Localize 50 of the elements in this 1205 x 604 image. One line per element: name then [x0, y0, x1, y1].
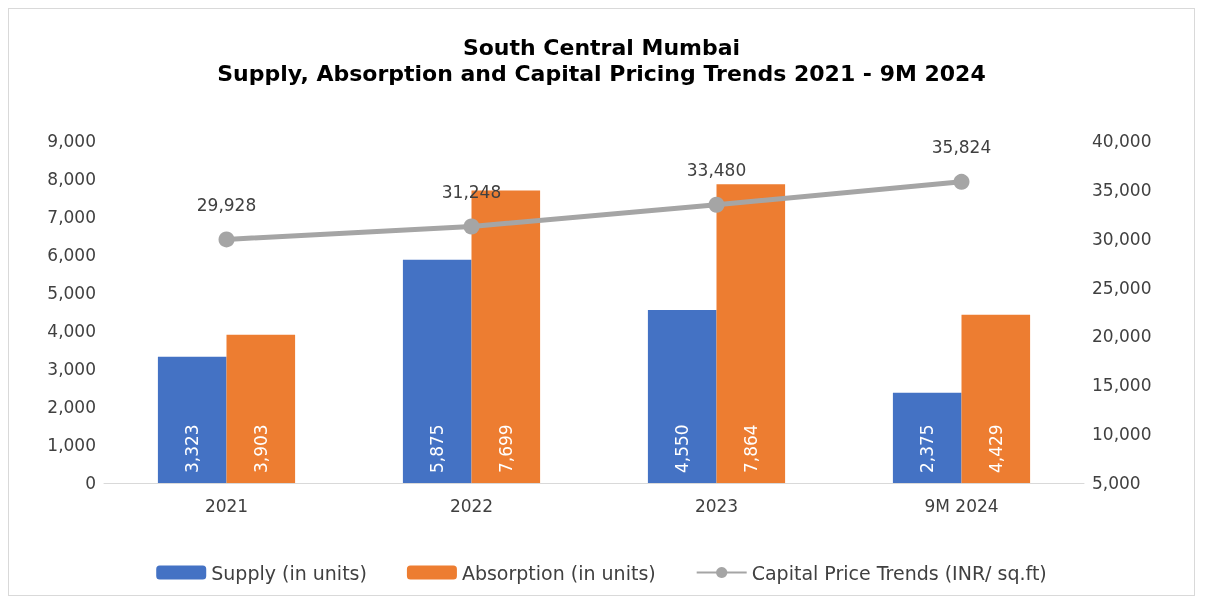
data-label: 7,864: [740, 424, 761, 473]
y-tick-label: 8,000: [47, 169, 96, 189]
y-tick-label: 2,000: [47, 397, 96, 417]
bar: [647, 310, 717, 483]
y-tick-label: 7,000: [47, 207, 96, 227]
y-tick-label: 9,000: [47, 131, 96, 151]
x-tick-label: 2022: [449, 495, 494, 516]
bar: [961, 314, 1031, 483]
legend-label: Capital Price Trends (INR/ sq.ft): [751, 561, 1047, 584]
data-label: 2,375: [917, 424, 938, 473]
y2-tick-label: 25,000: [1092, 277, 1152, 298]
data-label: 31,248: [441, 182, 502, 203]
bar: [716, 184, 786, 483]
chart-subtitle: Supply, Absorption and Capital Pricing Trends 2021 - 9M 2024: [217, 60, 986, 86]
legend-label: Supply (in units): [211, 561, 367, 584]
data-label: 5,875: [427, 424, 448, 473]
point: [953, 173, 970, 190]
bar: [226, 334, 296, 483]
bar: [402, 259, 472, 483]
x-tick-label: 9M 2024: [924, 495, 999, 516]
y-tick-label: 0: [85, 473, 96, 493]
y2-tick-label: 20,000: [1092, 326, 1152, 347]
chart-title: South Central Mumbai: [462, 34, 741, 60]
y2-tick-label: 5,000: [1092, 473, 1141, 493]
x-tick-label: 2021: [204, 495, 249, 516]
y2-tick-label: 10,000: [1092, 424, 1152, 445]
data-label: 4,429: [985, 424, 1006, 473]
y-tick-label: 6,000: [47, 245, 96, 265]
y2-tick-label: 35,000: [1092, 179, 1152, 200]
y2-tick-label: 30,000: [1092, 228, 1152, 249]
bar: [892, 392, 962, 483]
x-tick-label: 2023: [694, 495, 739, 516]
y2-tick-label: 15,000: [1092, 375, 1152, 396]
y-tick-label: 5,000: [47, 283, 96, 303]
point: [218, 231, 235, 248]
y2-tick-label: 40,000: [1092, 131, 1152, 151]
legend-label: Absorption (in units): [461, 561, 656, 584]
data-label: 3,323: [182, 424, 203, 473]
data-label: 3,903: [250, 424, 271, 473]
point: [708, 196, 725, 213]
y-tick-label: 1,000: [47, 435, 96, 455]
point: [463, 218, 480, 235]
data-label: 33,480: [686, 160, 747, 181]
data-label: 35,824: [931, 137, 992, 158]
bar: [157, 356, 227, 483]
data-label: 4,550: [672, 424, 693, 473]
data-label: 29,928: [196, 194, 257, 215]
data-label: 7,699: [495, 424, 516, 473]
y-tick-label: 3,000: [47, 359, 96, 379]
y-tick-label: 4,000: [47, 321, 96, 341]
